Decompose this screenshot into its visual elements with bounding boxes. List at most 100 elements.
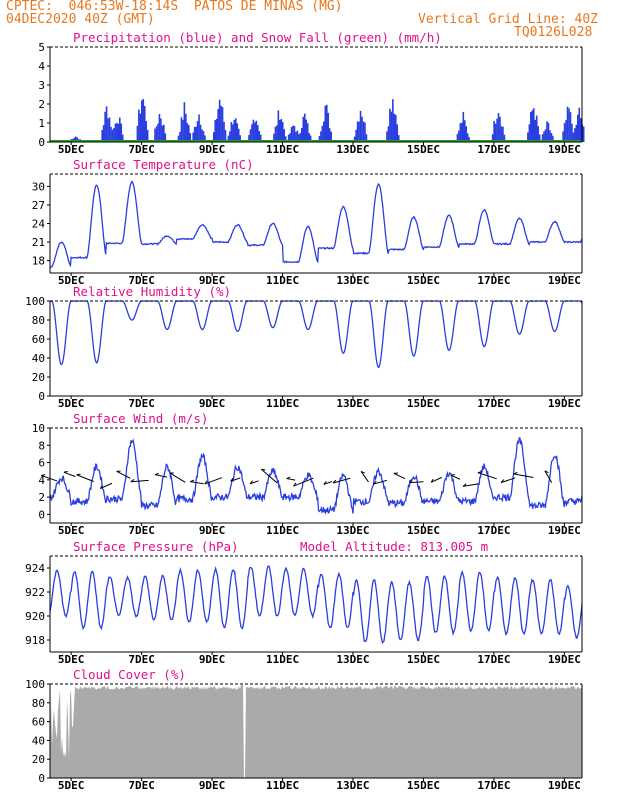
precip-bar: [582, 126, 585, 142]
precip-bar: [290, 127, 293, 142]
precip-bar: [113, 128, 115, 142]
precip-bar: [301, 128, 303, 142]
panel-5-xtick: 15DEC: [407, 653, 440, 666]
panel-4-xtick: 17DEC: [477, 524, 510, 537]
precip-bar: [497, 113, 500, 142]
wind-arrow-head: [513, 471, 518, 475]
panel-2-ytick: 27: [32, 199, 45, 212]
precip-bar: [155, 126, 158, 142]
panel-4-ytick: 2: [38, 491, 45, 504]
precip-bar: [356, 121, 359, 142]
panel-4-xtick: 15DEC: [407, 524, 440, 537]
precip-bar: [284, 136, 287, 142]
precip-bar: [535, 115, 538, 142]
panel-3-xtick: 5DEC: [58, 397, 85, 410]
precip-bar: [230, 122, 233, 142]
wind-arrow-head: [360, 470, 365, 474]
panel-4-xtick: 13DEC: [336, 524, 369, 537]
precip-bar: [276, 125, 278, 142]
precip-bar: [218, 99, 221, 142]
precip-bar: [157, 123, 159, 142]
wind-arrow-head: [154, 472, 159, 476]
wind-arrow-head: [286, 476, 291, 480]
precip-bar: [217, 109, 219, 142]
precip-bar: [182, 119, 184, 142]
precip-bar: [308, 133, 310, 142]
wind-arrow: [116, 470, 131, 479]
wind-arrow: [409, 481, 424, 484]
panel-3-xtick: 7DEC: [128, 397, 155, 410]
panel-3-ytick: 20: [32, 371, 45, 384]
panel-4-series-line: [49, 437, 583, 515]
precip-bar: [204, 135, 206, 142]
wind-arrow: [41, 474, 58, 482]
precip-bar: [142, 99, 145, 142]
wind-arrow-head: [293, 482, 297, 487]
precip-bar: [221, 107, 224, 142]
precip-bar: [397, 135, 400, 142]
precip-bar: [463, 120, 466, 142]
panel-5-xtick: 19DEC: [548, 653, 581, 666]
panel-1-ytick: 1: [38, 117, 45, 130]
panel-1-title: Precipitation (blue) and Snow Fall (gree…: [73, 30, 442, 45]
precip-bar: [353, 136, 356, 142]
wind-arrow: [249, 480, 259, 485]
precip-bar: [237, 128, 240, 142]
precip-bar: [461, 122, 463, 142]
panel-6-ytick: 20: [32, 753, 45, 766]
precip-bar: [323, 121, 325, 142]
panel-2-ytick: 21: [32, 236, 45, 249]
precip-bar: [578, 107, 581, 142]
precip-bar: [527, 132, 529, 142]
panel-4-ytick: 8: [38, 439, 45, 452]
panel-6-xtick: 11DEC: [266, 779, 299, 792]
precip-bar: [108, 117, 111, 142]
panel-3-xtick: 9DEC: [199, 397, 226, 410]
precip-bar: [118, 117, 121, 142]
precip-bar: [296, 130, 299, 142]
precip-bar: [277, 110, 280, 142]
panel-6-xtick: 15DEC: [407, 779, 440, 792]
panel-6-xtick: 7DEC: [128, 779, 155, 792]
wind-arrow: [450, 474, 461, 480]
precip-bar: [575, 124, 578, 142]
wind-arrow: [500, 477, 516, 484]
precip-bar: [236, 123, 239, 142]
precip-bar: [179, 131, 181, 142]
panel-3-xtick: 15DEC: [407, 397, 440, 410]
panel-5-ytick: 924: [25, 562, 45, 575]
precip-bar: [196, 121, 199, 142]
precip-bar: [541, 134, 544, 142]
wind-arrow-head: [462, 483, 467, 487]
panel-4-ytick: 4: [38, 474, 45, 487]
precip-bar: [183, 102, 186, 142]
precip-bar: [249, 129, 252, 142]
precip-bar: [116, 122, 118, 142]
precip-bar: [361, 116, 363, 142]
precip-bar: [160, 118, 162, 142]
panel-5-xtick: 5DEC: [58, 653, 85, 666]
panel-1-xtick: 19DEC: [548, 143, 581, 156]
precip-bar: [232, 124, 234, 142]
cloud-cover-area: [50, 684, 582, 778]
precip-bar: [146, 129, 149, 142]
precip-bar: [568, 108, 570, 142]
wind-arrow-head: [76, 473, 81, 476]
panel-2-ytick: 30: [32, 180, 45, 193]
panel-2-xtick: 5DEC: [58, 274, 85, 287]
precip-bar: [105, 106, 108, 142]
wind-arrow: [373, 479, 387, 485]
precip-bar: [577, 114, 579, 142]
precip-bar: [298, 134, 300, 142]
panel-3-series-line: [49, 300, 583, 369]
panel-5-xtick: 11DEC: [266, 653, 299, 666]
precip-bar: [295, 131, 297, 142]
precip-bar: [193, 126, 196, 142]
precip-bar: [283, 129, 286, 142]
precip-bar: [121, 134, 124, 142]
precip-bar: [543, 131, 545, 142]
precip-bar: [110, 126, 112, 142]
wind-arrow: [286, 478, 296, 481]
precip-bar: [530, 112, 532, 142]
panel-3-ytick: 0: [38, 390, 45, 403]
